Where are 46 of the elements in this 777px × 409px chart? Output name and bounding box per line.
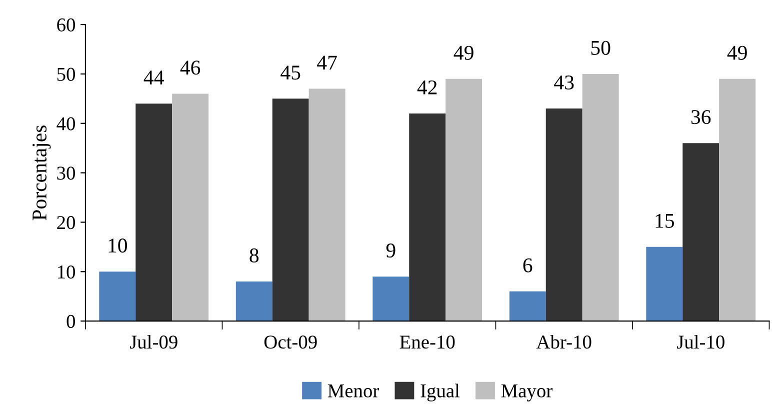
x-tick-label: Ene-10: [400, 336, 455, 349]
data-label: 8: [250, 248, 259, 262]
bar: [719, 78, 756, 322]
x-tick-label: Oct-09: [264, 336, 317, 349]
bar: [372, 276, 410, 322]
x-tick-label: Abr-10: [536, 334, 592, 349]
y-tick-label: 40: [56, 117, 76, 130]
bar: [446, 78, 482, 322]
bar: [99, 272, 136, 322]
legend-label: Igual: [420, 384, 460, 402]
y-tick-label: 0: [66, 314, 76, 328]
legend-label: Menor: [328, 384, 380, 398]
bar: [509, 291, 546, 322]
bar: [682, 143, 720, 322]
bar: [236, 282, 272, 322]
y-tick-label: 30: [57, 166, 76, 180]
data-label: 42: [417, 80, 437, 94]
y-axis-title: Porcentajes: [32, 126, 51, 220]
x-tick-label: Jul-09: [130, 334, 178, 349]
bar: [546, 108, 582, 322]
bar: [308, 88, 346, 322]
data-label: 36: [691, 110, 711, 124]
y-tick-label: 60: [57, 18, 76, 32]
bar: [646, 246, 683, 322]
data-label: 46: [180, 60, 200, 75]
data-label: 9: [386, 244, 396, 258]
data-label: 44: [144, 70, 164, 84]
data-label: 10: [108, 238, 127, 253]
data-label: 15: [656, 214, 674, 228]
data-label: 50: [591, 40, 610, 55]
bar: [172, 94, 209, 322]
bar: [582, 74, 619, 322]
bar: [409, 113, 446, 322]
bar: [272, 98, 309, 322]
y-tick-label: 50: [57, 68, 76, 81]
y-tick-label: 10: [58, 265, 76, 279]
legend-label: Mayor: [501, 384, 552, 402]
data-label: 43: [554, 75, 574, 90]
bar: [136, 104, 172, 322]
data-label: 47: [317, 56, 337, 70]
y-tick-label: 20: [57, 216, 76, 230]
x-tick-label: Jul-10: [676, 334, 724, 349]
data-label: 6: [523, 258, 532, 272]
data-label: 49: [727, 46, 747, 60]
data-label: 49: [454, 46, 474, 60]
data-label: 45: [280, 66, 300, 80]
